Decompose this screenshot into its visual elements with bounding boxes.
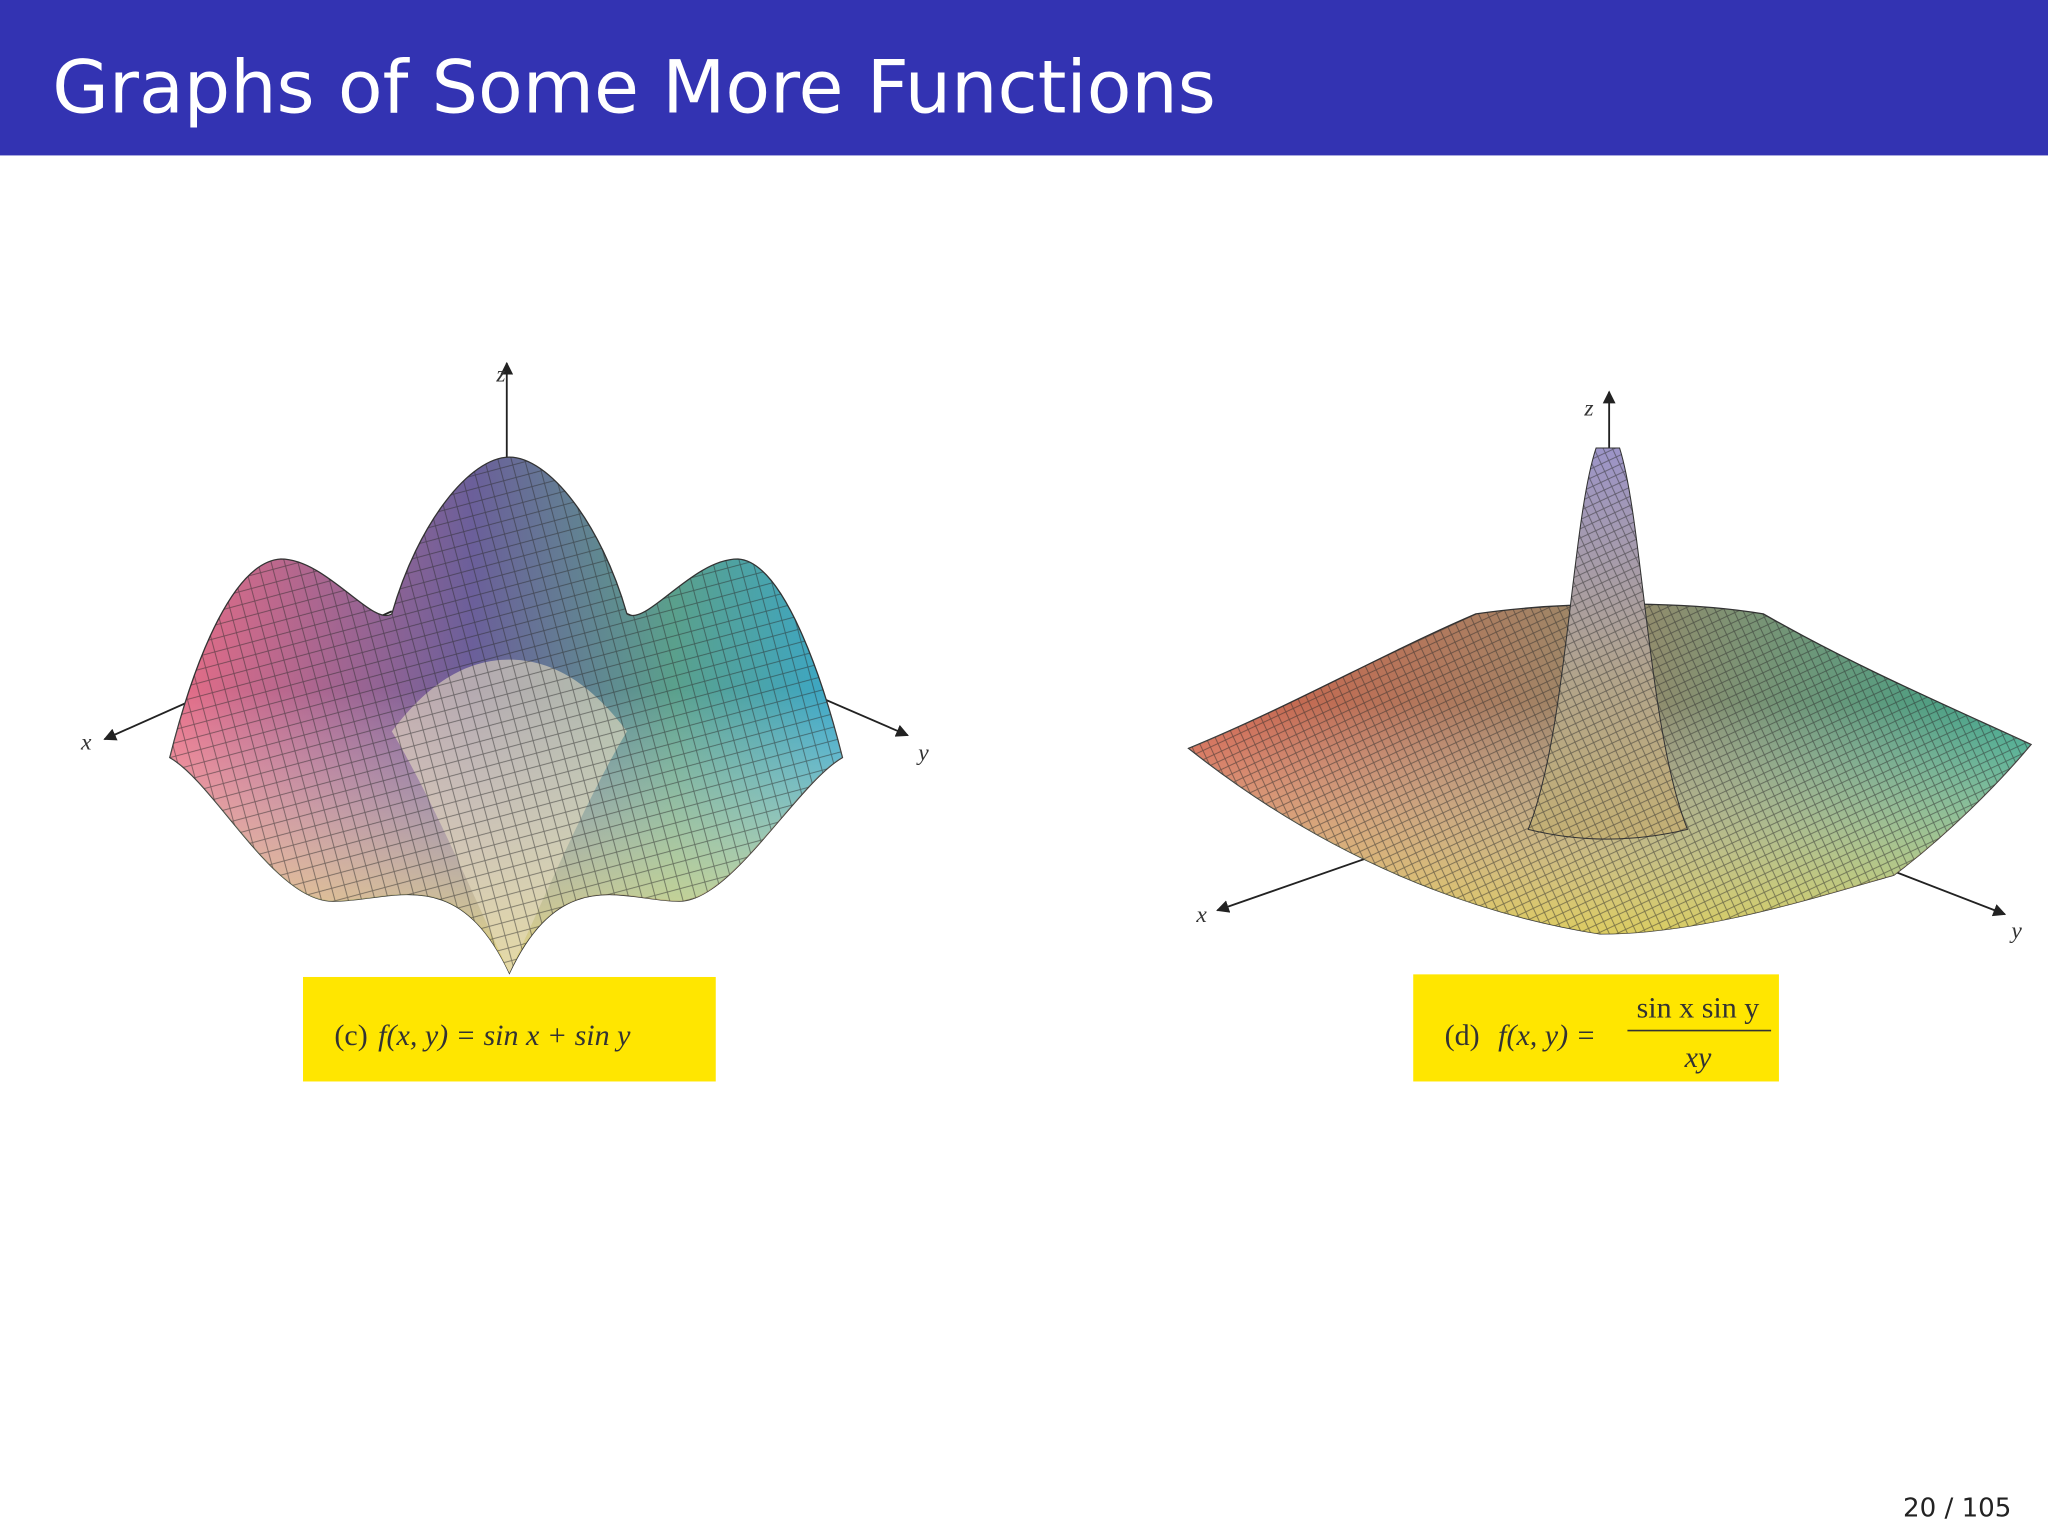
x-label: x xyxy=(80,730,92,756)
y-label: y xyxy=(2009,918,2022,944)
peak-mesh xyxy=(1528,448,1688,840)
caption-label: (c) xyxy=(334,1019,367,1052)
surface-mesh xyxy=(169,457,843,974)
z-label: z xyxy=(1583,395,1593,421)
page-number: 20 / 105 xyxy=(1903,1493,2011,1523)
caption-formula: f(x, y) = sin x + sin y xyxy=(378,1019,631,1052)
figure-c: z x y (c) f(x, y) = sin x + sin y xyxy=(80,361,929,1082)
caption-highlight xyxy=(1413,974,1779,1082)
x-label: x xyxy=(1195,902,1207,928)
caption: (c) f(x, y) = sin x + sin y xyxy=(334,1019,631,1052)
y-label: y xyxy=(916,740,929,766)
caption-highlight xyxy=(303,976,716,1082)
caption-label: (d) xyxy=(1445,1019,1480,1052)
figure-d: z x y (d) f(x, y) = sin x sin y xy xyxy=(1187,390,2033,1082)
caption-numerator: sin x sin y xyxy=(1637,991,1760,1024)
slide-title: Graphs of Some More Functions xyxy=(52,45,1216,130)
caption-lhs: f(x, y) = xyxy=(1498,1019,1596,1052)
header-bar xyxy=(0,0,2048,156)
z-label: z xyxy=(495,361,505,387)
caption-denominator: xy xyxy=(1684,1041,1712,1074)
